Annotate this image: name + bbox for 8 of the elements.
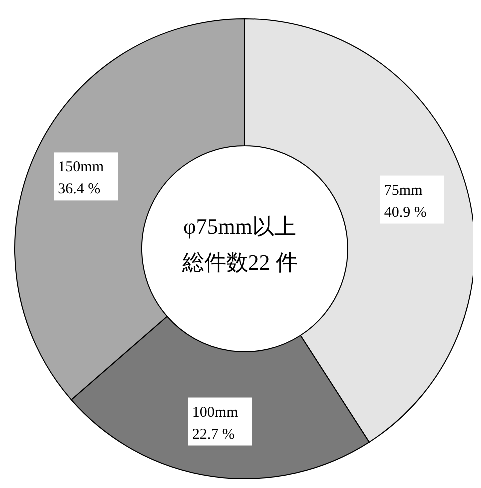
text: φ75mm以上 [184,214,296,239]
data-label: 22.7 % [192,426,235,443]
slice-label: 75mm [384,182,424,199]
data-label: 40.9 % [384,204,427,221]
data-label: 36.4 % [58,182,101,198]
text: 総件数22 件 [181,250,298,275]
slice-label: 100mm [192,404,239,421]
slice-label: 150mm [58,160,104,176]
